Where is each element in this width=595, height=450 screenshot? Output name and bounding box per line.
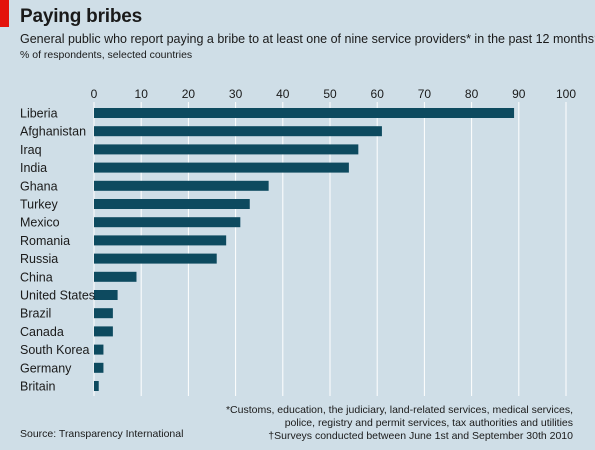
x-tick-label: 60 xyxy=(371,87,385,101)
x-tick-label: 70 xyxy=(418,87,432,101)
bar xyxy=(94,344,104,355)
x-tick-label: 20 xyxy=(182,87,196,101)
bar xyxy=(94,235,227,246)
x-tick-label: 50 xyxy=(323,87,337,101)
bar xyxy=(94,180,269,191)
category-label: South Korea xyxy=(20,343,90,357)
x-tick-label: 80 xyxy=(465,87,479,101)
footnote-line-3: †Surveys conducted between June 1st and … xyxy=(268,430,573,442)
bar xyxy=(94,308,113,319)
category-label: United States xyxy=(20,289,95,303)
bar xyxy=(94,144,359,155)
category-label: Iraq xyxy=(20,143,42,157)
category-label: Brazil xyxy=(20,307,51,321)
bar xyxy=(94,162,349,173)
bar xyxy=(94,381,99,391)
category-label: Canada xyxy=(20,325,64,339)
category-label: India xyxy=(20,161,47,175)
bar xyxy=(94,271,137,282)
category-label: Mexico xyxy=(20,216,60,230)
bar xyxy=(94,326,113,337)
footnote: *Customs, education, the judiciary, land… xyxy=(226,404,573,443)
x-tick-label: 0 xyxy=(91,87,98,101)
bar xyxy=(94,126,382,137)
category-label: Ghana xyxy=(20,179,58,193)
category-label: China xyxy=(20,270,53,284)
bar xyxy=(94,253,217,264)
x-tick-label: 90 xyxy=(512,87,526,101)
category-label: Germany xyxy=(20,361,72,375)
source-note: Source: Transparency International xyxy=(20,428,184,440)
bar xyxy=(94,108,515,118)
category-label: Romania xyxy=(20,234,70,248)
category-label: Liberia xyxy=(20,107,58,121)
x-tick-label: 30 xyxy=(229,87,243,101)
x-tick-label: 100 xyxy=(556,87,576,101)
chart-subtitle: General public who report paying a bribe… xyxy=(20,32,595,46)
category-label: Russia xyxy=(20,252,58,266)
x-tick-label: 40 xyxy=(276,87,290,101)
category-label: Britain xyxy=(20,380,55,394)
footnote-line-1: *Customs, education, the judiciary, land… xyxy=(225,404,573,416)
unit-label: % of respondents, selected countries xyxy=(20,49,193,61)
bar xyxy=(94,290,118,300)
x-tick-label: 10 xyxy=(135,87,149,101)
bar xyxy=(94,217,241,228)
bar xyxy=(94,362,104,373)
category-label: Afghanistan xyxy=(20,125,86,139)
chart-title: Paying bribes xyxy=(20,6,142,27)
bar xyxy=(94,199,250,209)
brand-accent-tab xyxy=(0,0,9,27)
footnote-line-2: police, registry and permit services, ta… xyxy=(284,417,573,429)
category-label: Turkey xyxy=(20,198,58,212)
